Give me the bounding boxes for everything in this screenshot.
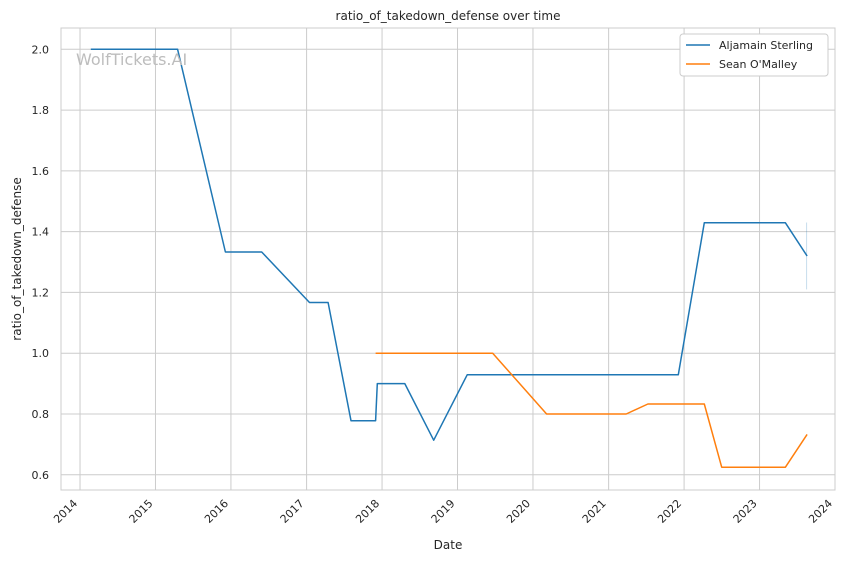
- legend-label-aljamain-sterling: Aljamain Sterling: [719, 39, 813, 52]
- plot-area: [60, 27, 836, 491]
- y-tick-label: 1.6: [32, 165, 50, 178]
- series-line-aljamain-sterling: [90, 48, 808, 441]
- y-tick-label: 2.0: [32, 43, 50, 56]
- legend: Aljamain Sterling Sean O'Malley: [679, 33, 829, 77]
- y-tick-label: 1.0: [32, 347, 50, 360]
- legend-label-sean-omalley: Sean O'Malley: [719, 58, 798, 71]
- y-tick-labels: 0.6 0.8 1.0 1.2 1.4 1.6 1.8 2.0: [32, 43, 50, 482]
- y-tick-label: 0.6: [32, 469, 50, 482]
- x-axis-label: Date: [434, 538, 463, 552]
- series-lines: [90, 48, 808, 468]
- y-tick-label: 0.8: [32, 408, 50, 421]
- watermark-text: WolfTickets.AI: [76, 50, 187, 69]
- y-tick-label: 1.2: [32, 286, 50, 299]
- y-tick-label: 1.8: [32, 104, 50, 117]
- series-line-sean-o-malley: [375, 352, 808, 468]
- y-tick-label: 1.4: [32, 226, 50, 239]
- chart-title: ratio_of_takedown_defense over time: [336, 9, 561, 23]
- y-axis-label: ratio_of_takedown_defense: [10, 177, 24, 340]
- legend-box: [679, 33, 829, 77]
